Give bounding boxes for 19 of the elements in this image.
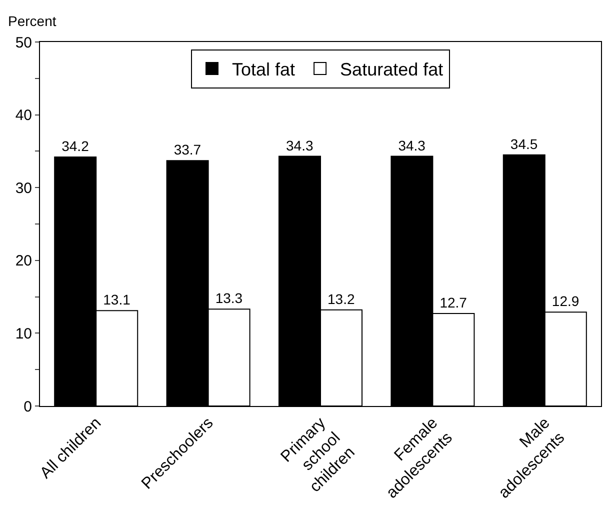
data-label: 34.3	[286, 137, 314, 154]
y-axis-title: Percent	[8, 13, 56, 29]
data-label: 13.3	[215, 290, 243, 306]
data-label: 12.9	[552, 293, 580, 310]
y-tick-label: 0	[24, 398, 32, 416]
data-label: 34.2	[62, 138, 90, 154]
legend-label: Saturated fat	[340, 60, 444, 80]
y-tick-label: 40	[15, 107, 32, 124]
data-label: 13.2	[328, 290, 355, 307]
data-label: 12.7	[440, 294, 468, 311]
data-label: 34.3	[398, 137, 426, 154]
legend-label: Total fat	[232, 60, 296, 80]
data-label: 33.7	[174, 142, 202, 158]
data-label: 13.1	[103, 292, 131, 308]
y-tick-label: 50	[15, 34, 32, 52]
y-tick-label: 20	[15, 252, 32, 270]
y-tick-label: 30	[15, 180, 32, 197]
data-label: 34.5	[510, 136, 538, 152]
y-tick-label: 10	[15, 325, 32, 342]
